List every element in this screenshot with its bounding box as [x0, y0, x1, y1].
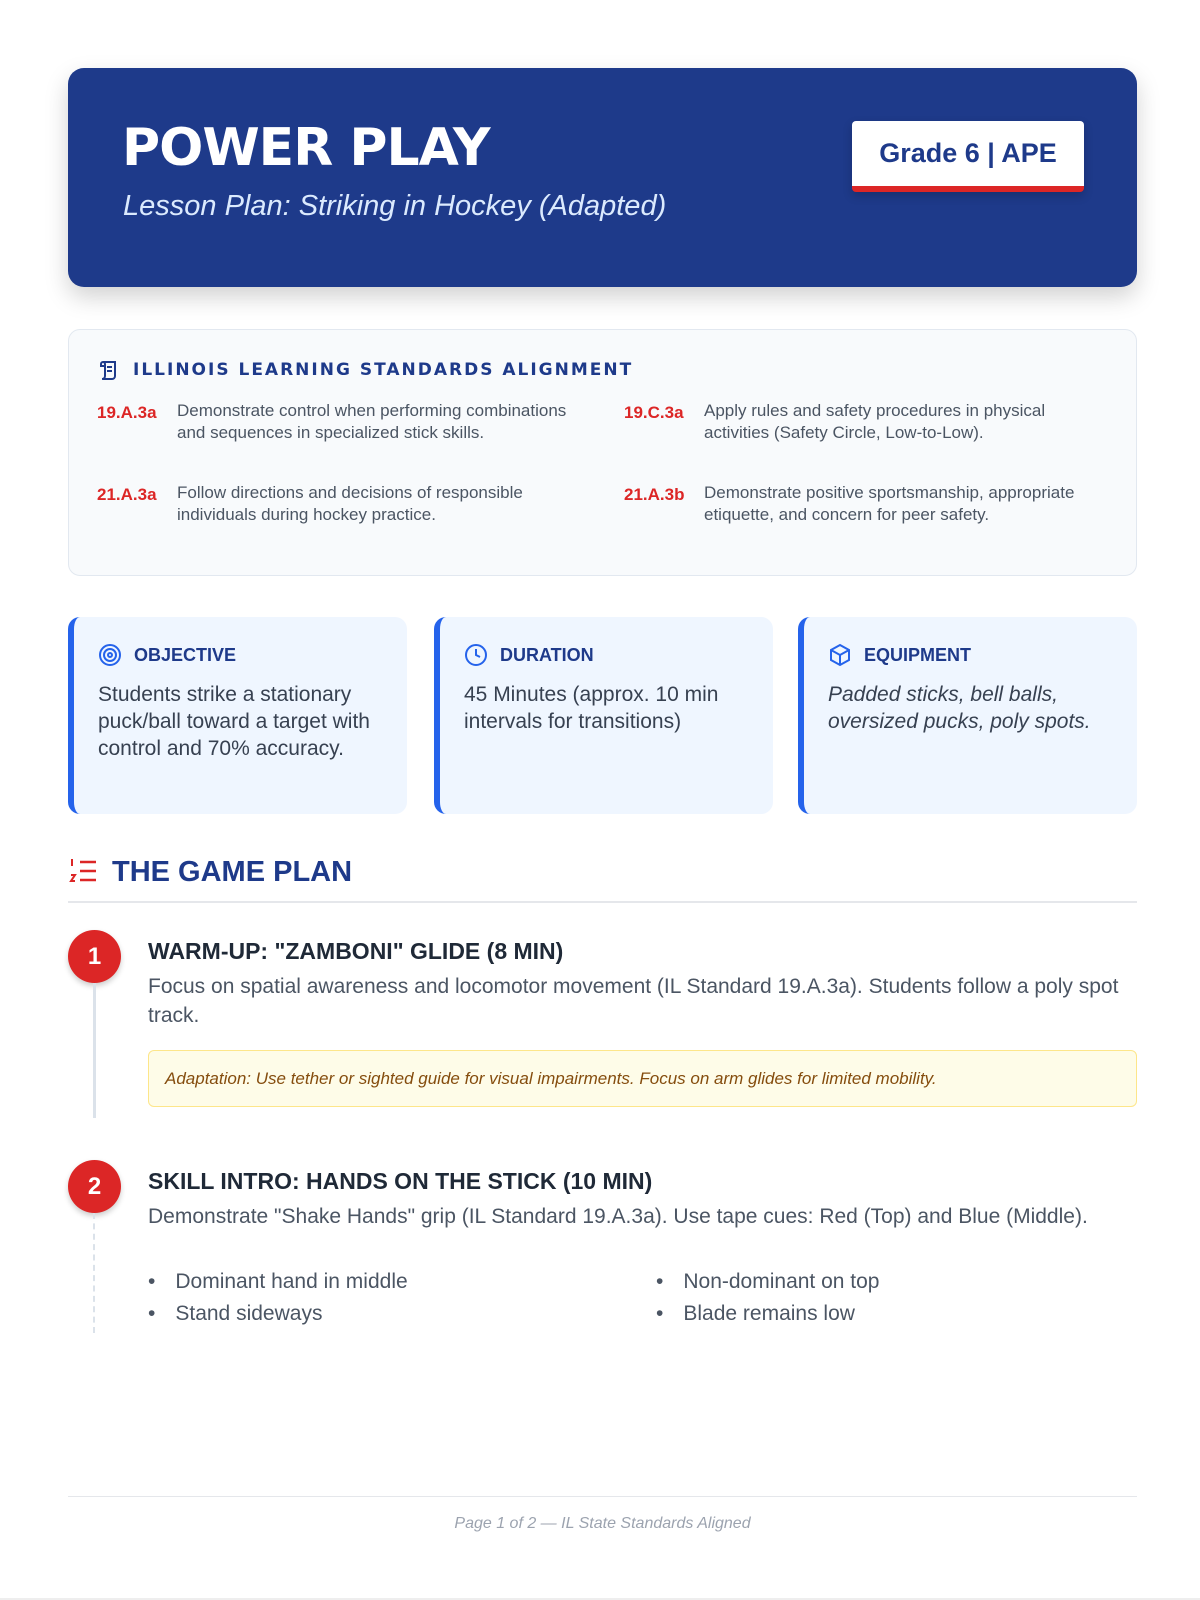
card-title: OBJECTIVE: [134, 644, 237, 665]
timeline-line: [93, 1213, 95, 1333]
step-description: Focus on spatial awareness and locomotor…: [148, 975, 1119, 1027]
duration-card: DURATION 45 Minutes (approx. 10 min inte…: [434, 617, 773, 814]
standard-code: 19.A.3a: [97, 403, 157, 422]
header-banner: POWER PLAY Lesson Plan: Striking in Hock…: [68, 68, 1137, 287]
clock-icon: [465, 644, 487, 666]
card-body: Students strike a stationary puck/ball t…: [98, 683, 370, 760]
bullet-text: Non-dominant on top: [683, 1270, 880, 1293]
bullet-item: • Stand sideways: [148, 1302, 323, 1325]
step-1: 1 WARM-UP: "ZAMBONI" GLIDE (8 MIN) Focus…: [68, 930, 1137, 1120]
bullet-text: Stand sideways: [175, 1302, 323, 1325]
standards-heading-text: ILLINOIS LEARNING STANDARDS ALIGNMENT: [133, 360, 634, 380]
card-body: Padded sticks, bell balls, oversized puc…: [828, 683, 1091, 733]
box-icon: [830, 643, 850, 667]
standard-text: Demonstrate positive sportsmanship, appr…: [704, 483, 1075, 524]
standards-panel: ILLINOIS LEARNING STANDARDS ALIGNMENT 19…: [68, 329, 1137, 576]
ordered-list-icon: [69, 859, 96, 882]
card-body: 45 Minutes (approx. 10 min intervals for…: [464, 683, 719, 733]
bullet-text: Blade remains low: [683, 1302, 855, 1325]
standard-item: 19.A.3a Demonstrate control when performi…: [97, 400, 577, 444]
page-title: POWER PLAY: [122, 118, 491, 178]
standard-text: Apply rules and safety procedures in phy…: [704, 401, 1046, 442]
standard-item: 19.C.3a Apply rules and safety procedures…: [624, 400, 1114, 444]
standard-text: Demonstrate control when performing comb…: [177, 401, 567, 442]
bottom-band: [0, 1598, 1200, 1600]
adaptation-note: Adaptation: Use tether or sighted guide …: [148, 1050, 1137, 1107]
target-icon: [99, 644, 121, 666]
step-2: 2 SKILL INTRO: HANDS ON THE STICK (10 MI…: [68, 1160, 1137, 1340]
step-title: SKILL INTRO: HANDS ON THE STICK (10 MIN): [148, 1168, 653, 1194]
standard-item: 21.A.3b Demonstrate positive sportsmanshi…: [624, 482, 1114, 526]
page-footer: Page 1 of 2 — IL State Standards Aligned: [68, 1496, 1137, 1533]
standard-code: 21.A.3b: [624, 485, 685, 504]
bullet-item: • Non-dominant on top: [656, 1270, 880, 1293]
card-title: DURATION: [500, 644, 594, 665]
bullet-text: Dominant hand in middle: [175, 1270, 408, 1293]
standard-item: 21.A.3a Follow directions and decisions o…: [97, 482, 577, 526]
scroll-icon: [100, 361, 116, 380]
game-plan-title: THE GAME PLAN: [112, 856, 353, 888]
standard-code: 21.A.3a: [97, 485, 157, 504]
equipment-card: EQUIPMENT Padded sticks, bell balls, ove…: [798, 617, 1137, 814]
standard-text: Follow directions and decisions of respo…: [177, 483, 523, 524]
step-description: Demonstrate "Shake Hands" grip (IL Stand…: [148, 1205, 1088, 1228]
grade-badge: Grade 6 | APE: [852, 121, 1084, 192]
standards-heading: ILLINOIS LEARNING STANDARDS ALIGNMENT: [97, 358, 633, 382]
card-title: EQUIPMENT: [864, 644, 972, 665]
bullet-item: • Dominant hand in middle: [148, 1270, 408, 1293]
timeline-line: [93, 983, 96, 1118]
game-plan-header: THE GAME PLAN: [68, 856, 1137, 903]
step-number: 1: [68, 930, 121, 983]
step-number: 2: [68, 1160, 121, 1213]
standard-code: 19.C.3a: [624, 403, 684, 422]
page-subtitle: Lesson Plan: Striking in Hockey (Adapted…: [123, 190, 667, 222]
step-title: WARM-UP: "ZAMBONI" GLIDE (8 MIN): [148, 938, 564, 964]
objective-card: OBJECTIVE Students strike a stationary p…: [68, 617, 407, 814]
bullet-item: • Blade remains low: [656, 1302, 855, 1325]
